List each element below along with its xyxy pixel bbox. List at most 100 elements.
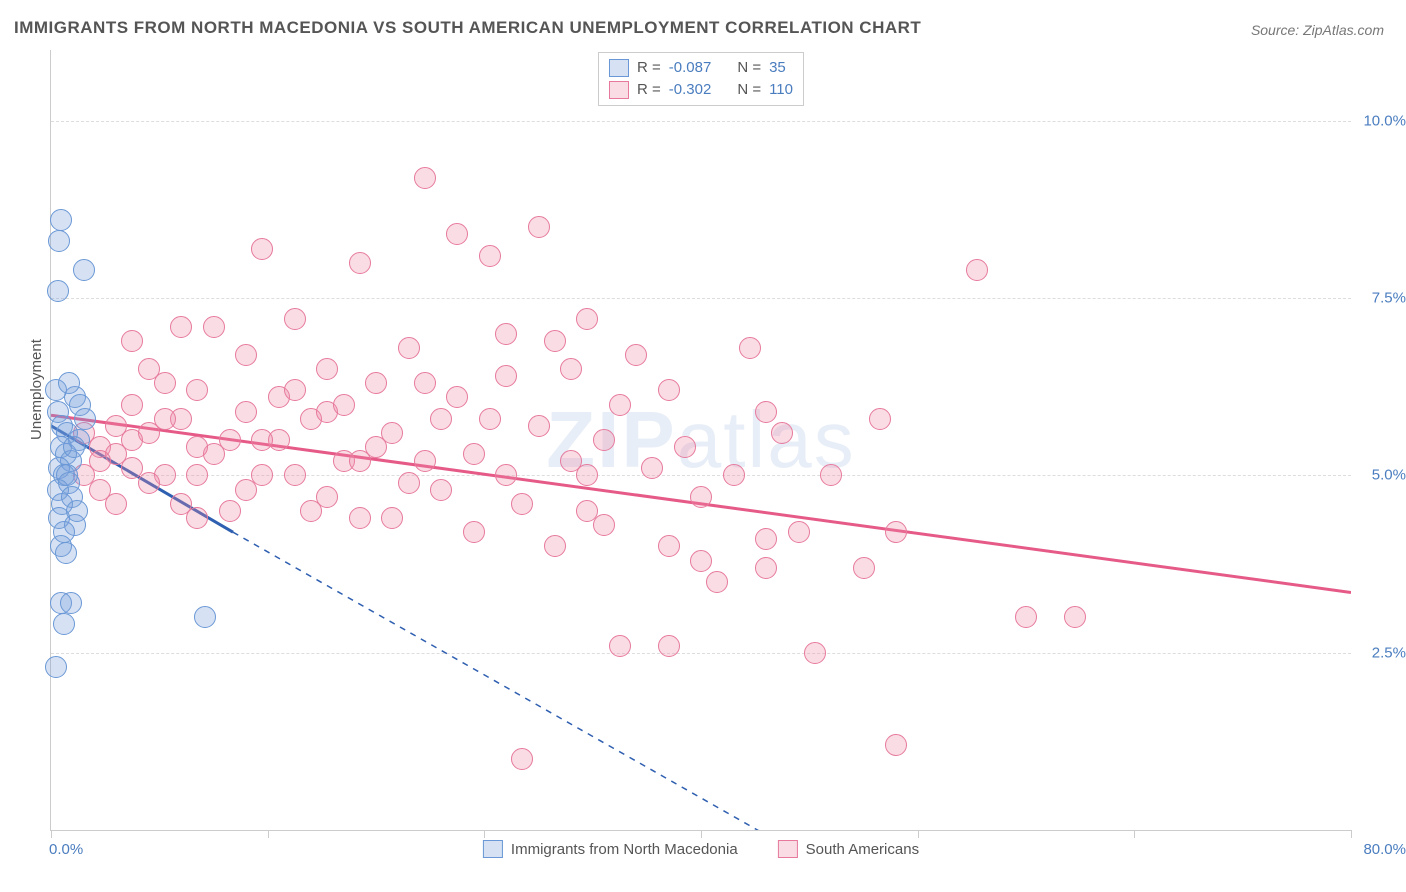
data-point xyxy=(333,394,355,416)
data-point xyxy=(73,259,95,281)
data-point xyxy=(50,209,72,231)
data-point xyxy=(674,436,696,458)
swatch-blue-icon xyxy=(609,59,629,77)
data-point xyxy=(60,592,82,614)
data-point xyxy=(576,308,598,330)
data-point xyxy=(430,408,452,430)
data-point xyxy=(544,330,566,352)
legend-row-blue: R = -0.087 N = 35 xyxy=(609,57,793,79)
data-point xyxy=(479,245,501,267)
data-point xyxy=(804,642,826,664)
data-point xyxy=(463,443,485,465)
data-point xyxy=(55,542,77,564)
data-point xyxy=(365,372,387,394)
data-point xyxy=(869,408,891,430)
n-label: N = xyxy=(737,79,761,101)
data-point xyxy=(53,521,75,543)
data-point xyxy=(576,500,598,522)
data-point xyxy=(235,344,257,366)
data-point xyxy=(186,379,208,401)
data-point xyxy=(966,259,988,281)
data-point xyxy=(544,535,566,557)
data-point xyxy=(755,401,777,423)
data-point xyxy=(609,394,631,416)
data-point xyxy=(398,472,420,494)
legend-row-pink: R = -0.302 N = 110 xyxy=(609,79,793,101)
data-point xyxy=(495,365,517,387)
data-point xyxy=(1015,606,1037,628)
data-point xyxy=(463,521,485,543)
y-tick-label: 5.0% xyxy=(1372,467,1406,484)
data-point xyxy=(47,280,69,302)
data-point xyxy=(528,415,550,437)
data-point xyxy=(560,358,582,380)
data-point xyxy=(105,415,127,437)
data-point xyxy=(66,500,88,522)
data-point xyxy=(658,635,680,657)
y-tick-label: 2.5% xyxy=(1372,644,1406,661)
data-point xyxy=(625,344,647,366)
data-point xyxy=(284,379,306,401)
data-point xyxy=(658,379,680,401)
data-point xyxy=(251,429,273,451)
y-axis-label: Unemployment xyxy=(28,339,45,440)
data-point xyxy=(398,337,420,359)
data-point xyxy=(1064,606,1086,628)
data-point xyxy=(170,316,192,338)
data-point xyxy=(706,571,728,593)
swatch-pink-icon xyxy=(778,840,798,858)
swatch-blue-icon xyxy=(483,840,503,858)
data-point xyxy=(186,436,208,458)
data-point xyxy=(511,493,533,515)
data-point xyxy=(53,613,75,635)
r-value-pink: -0.302 xyxy=(669,79,712,101)
data-point xyxy=(105,493,127,515)
data-point xyxy=(251,464,273,486)
data-point xyxy=(885,521,907,543)
data-point xyxy=(284,308,306,330)
series-label-blue: Immigrants from North Macedonia xyxy=(511,841,738,858)
n-label: N = xyxy=(737,57,761,79)
data-point xyxy=(186,507,208,529)
x-min-label: 0.0% xyxy=(49,841,83,858)
legend-correlation: R = -0.087 N = 35 R = -0.302 N = 110 xyxy=(598,52,804,106)
data-point xyxy=(300,500,322,522)
data-point xyxy=(495,464,517,486)
data-point xyxy=(194,606,216,628)
data-point xyxy=(528,216,550,238)
data-point xyxy=(658,535,680,557)
data-point xyxy=(885,734,907,756)
data-point xyxy=(74,408,96,430)
data-point xyxy=(414,372,436,394)
r-label: R = xyxy=(637,57,661,79)
data-point xyxy=(788,521,810,543)
data-point xyxy=(381,507,403,529)
data-point xyxy=(446,386,468,408)
data-point xyxy=(349,507,371,529)
legend-series: Immigrants from North Macedonia South Am… xyxy=(483,840,919,858)
data-point xyxy=(446,223,468,245)
data-point xyxy=(121,330,143,352)
data-point xyxy=(121,394,143,416)
data-point xyxy=(739,337,761,359)
plot-area: ZIPatlas 2.5%5.0%7.5%10.0% 0.0% 80.0% R … xyxy=(50,50,1351,831)
source-label: Source: ZipAtlas.com xyxy=(1251,22,1384,38)
data-point xyxy=(203,316,225,338)
data-point xyxy=(138,472,160,494)
data-point xyxy=(45,656,67,678)
data-point xyxy=(430,479,452,501)
x-max-label: 80.0% xyxy=(1363,841,1406,858)
trend-lines xyxy=(51,50,1351,830)
data-point xyxy=(414,167,436,189)
r-label: R = xyxy=(637,79,661,101)
data-point xyxy=(641,457,663,479)
data-point xyxy=(349,252,371,274)
n-value-pink: 110 xyxy=(769,79,793,101)
data-point xyxy=(690,550,712,572)
data-point xyxy=(479,408,501,430)
data-point xyxy=(154,372,176,394)
chart-title: IMMIGRANTS FROM NORTH MACEDONIA VS SOUTH… xyxy=(14,18,921,38)
data-point xyxy=(186,464,208,486)
legend-item-blue: Immigrants from North Macedonia xyxy=(483,840,738,858)
data-point xyxy=(690,486,712,508)
